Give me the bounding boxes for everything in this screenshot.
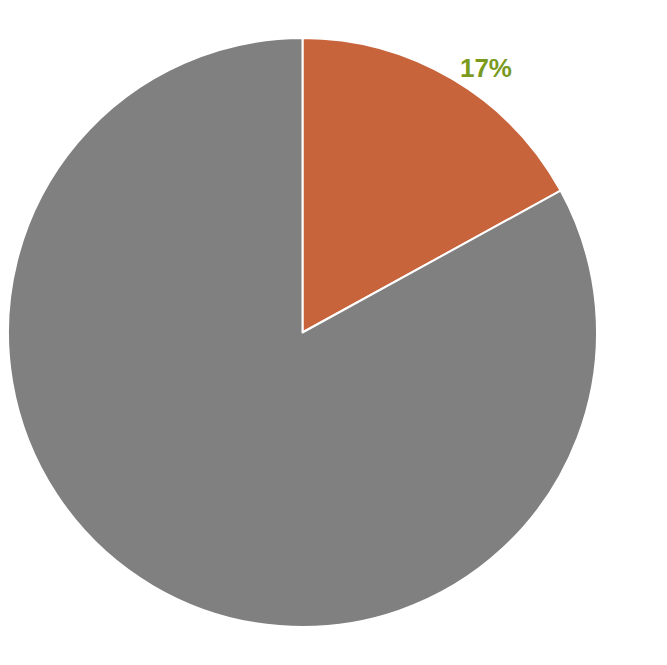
svg-text:17%: 17% xyxy=(460,53,512,83)
